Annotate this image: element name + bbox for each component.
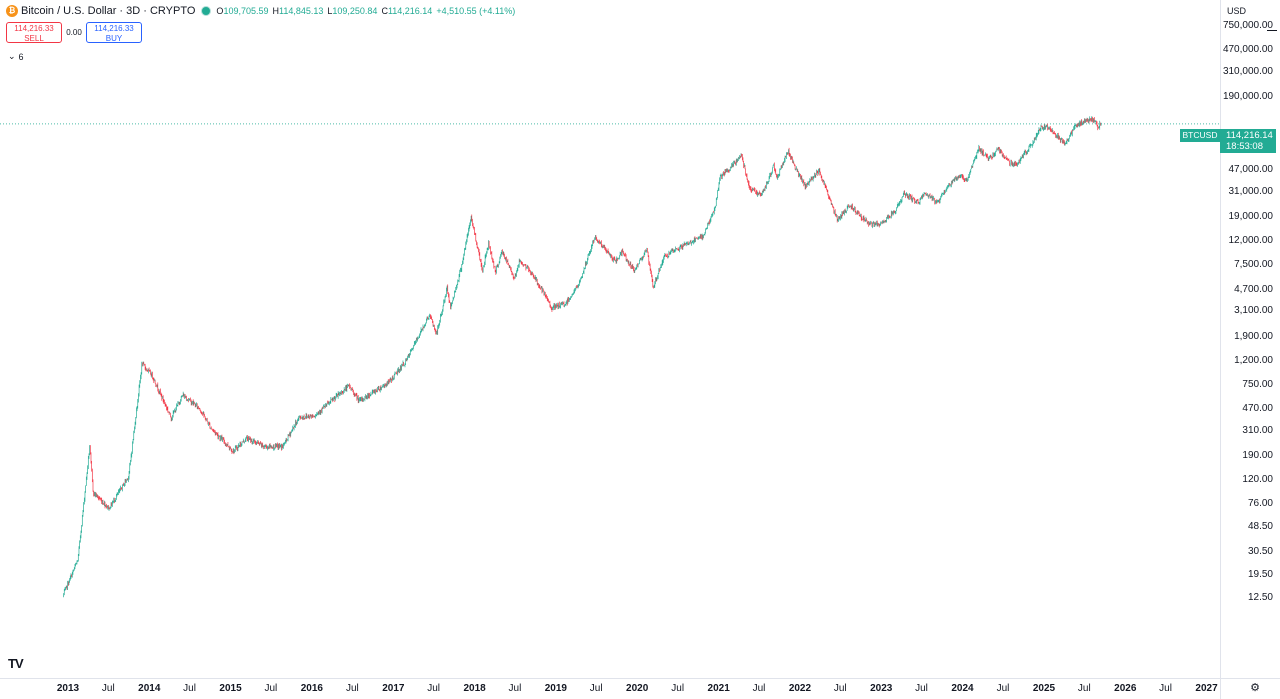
time-axis-label: Jul xyxy=(1159,683,1172,694)
buy-price: 114,216.33 xyxy=(94,24,134,33)
axis-corner xyxy=(1220,678,1280,699)
price-axis-label: 310.00 xyxy=(1242,425,1273,437)
time-axis-label: 2018 xyxy=(463,683,486,694)
sell-price: 114,216.33 xyxy=(14,24,54,33)
time-axis-label: 2017 xyxy=(382,683,405,694)
tradingview-logo-icon[interactable]: TV xyxy=(8,656,24,671)
time-axis-label: 2020 xyxy=(626,683,649,694)
buy-button[interactable]: 114,216.33 BUY xyxy=(86,22,142,43)
buy-label: BUY xyxy=(105,34,123,43)
last-price-tag: 114,216.14 18:53:08 xyxy=(1220,129,1276,153)
price-axis-label: 1,900.00 xyxy=(1234,330,1273,342)
bitcoin-logo-icon: ₿ xyxy=(6,5,18,17)
price-axis[interactable]: USD 750,000.00 470,000.00 310,000.00 190,00… xyxy=(1220,0,1280,678)
time-axis-label: Jul xyxy=(589,683,603,694)
ohlc-key: L xyxy=(327,6,333,16)
currency-label[interactable]: USD xyxy=(1227,6,1247,16)
sell-label: SELL xyxy=(24,34,44,43)
indicator-count: 6 xyxy=(18,51,24,62)
time-axis-label: 2014 xyxy=(138,683,161,694)
price-axis-label: 190,000.00 xyxy=(1222,91,1273,103)
time-axis-label: 2023 xyxy=(870,683,893,694)
price-axis-label: 750.00 xyxy=(1242,379,1273,391)
time-axis-label: Jul xyxy=(1077,683,1091,694)
price-axis-label: 3,100.00 xyxy=(1234,305,1273,317)
time-axis-label: 2013 xyxy=(56,683,80,694)
price-axis-label: 310,000.00 xyxy=(1222,65,1273,77)
ohlc-value: 109,705.59 xyxy=(223,6,269,16)
price-axis-label: 19,000.00 xyxy=(1228,211,1274,223)
time-axis-label: 2027 xyxy=(1195,683,1218,694)
price-axis-label: 4,700.00 xyxy=(1234,283,1273,295)
price-axis-label: 750,000.00 xyxy=(1222,20,1273,31)
price-axis-label: 120.00 xyxy=(1242,474,1273,486)
symbol-title[interactable]: Bitcoin / U.S. Dollar · 3D · CRYPTO xyxy=(21,5,196,17)
time-axis-label: 2024 xyxy=(951,683,974,694)
time-axis-label: 2015 xyxy=(219,683,242,694)
price-axis-label: 48.50 xyxy=(1247,521,1273,533)
chart-area[interactable] xyxy=(0,0,1220,678)
time-axis[interactable]: 2013 Jul 2014 Jul 2015 Jul 2016 Jul 2017 Jul 2018 J… xyxy=(0,678,1220,699)
time-axis-label: Jul xyxy=(183,683,196,694)
ohlc-value: 109,250.84 xyxy=(332,6,378,16)
spread-value: 0.00 xyxy=(66,28,82,37)
price-axis-label: 31,000.00 xyxy=(1228,185,1274,197)
time-axis-label: 2026 xyxy=(1114,683,1137,694)
time-axis-label: Jul xyxy=(508,683,522,694)
time-axis-label: 2025 xyxy=(1032,683,1056,694)
time-axis-label: 2022 xyxy=(788,683,812,694)
time-axis-label: Jul xyxy=(427,683,441,694)
price-axis-label: 1,200.00 xyxy=(1234,354,1273,366)
menu-icon[interactable] xyxy=(1267,30,1277,31)
chevron-down-icon: ⌄ xyxy=(8,51,16,61)
price-axis-label: 12.50 xyxy=(1247,591,1273,603)
sell-button[interactable]: 114,216.33 SELL xyxy=(6,22,62,43)
time-axis-label: Jul xyxy=(915,683,928,694)
price-axis-label: 470.00 xyxy=(1242,403,1273,415)
ohlc-values: O109,705.59 H114,845.13 L109,250.84 C114,21… xyxy=(216,5,519,17)
price-axis-label: 30.50 xyxy=(1247,545,1273,557)
price-axis-label: 76.00 xyxy=(1247,498,1273,510)
price-axis-label: 47,000.00 xyxy=(1228,163,1274,175)
settings-icon[interactable]: ⚙ xyxy=(1250,682,1260,694)
ohlc-value: 114,845.13 xyxy=(278,6,324,16)
time-axis-label: Jul xyxy=(833,683,847,694)
market-status-icon[interactable] xyxy=(201,6,212,16)
ohlc-value: 114,216.14 xyxy=(387,6,433,16)
ohlc-key: H xyxy=(272,6,279,16)
bar-countdown: 18:53:08 xyxy=(1226,141,1263,152)
ohlc-key: C xyxy=(381,6,388,16)
price-axis-label: 190.00 xyxy=(1242,450,1273,462)
time-axis-label: Jul xyxy=(101,683,115,694)
symbol-header: ₿ Bitcoin / U.S. Dollar · 3D · CRYPTO O1… xyxy=(6,5,519,17)
trade-panel: 114,216.33 SELL 0.00 114,216.33 BUY xyxy=(6,22,142,43)
indicators-toggle[interactable]: ⌄ 6 xyxy=(8,51,24,62)
price-chart[interactable] xyxy=(0,0,1220,678)
time-axis-label: 2021 xyxy=(707,683,730,694)
time-axis-label: 2019 xyxy=(544,683,567,694)
ohlc-key: O xyxy=(216,6,224,16)
price-axis-label: 470,000.00 xyxy=(1222,44,1273,56)
time-axis-label: Jul xyxy=(996,683,1010,694)
price-axis-label: 12,000.00 xyxy=(1228,234,1274,246)
time-axis-label: Jul xyxy=(345,683,359,694)
price-axis-label: 7,500.00 xyxy=(1234,259,1273,271)
symbol-tag: BTCUSD xyxy=(1180,129,1220,142)
time-axis-label: 2016 xyxy=(300,683,323,694)
time-axis-label: Jul xyxy=(752,683,766,694)
candlestick-series xyxy=(63,116,1102,598)
time-axis-label: Jul xyxy=(264,683,278,694)
time-axis-label: Jul xyxy=(671,683,685,694)
price-axis-label: 19.50 xyxy=(1247,568,1273,580)
last-price-value: 114,216.14 xyxy=(1226,130,1273,141)
ohlc-value: +4,510.55 (+4.11%) xyxy=(436,6,516,16)
